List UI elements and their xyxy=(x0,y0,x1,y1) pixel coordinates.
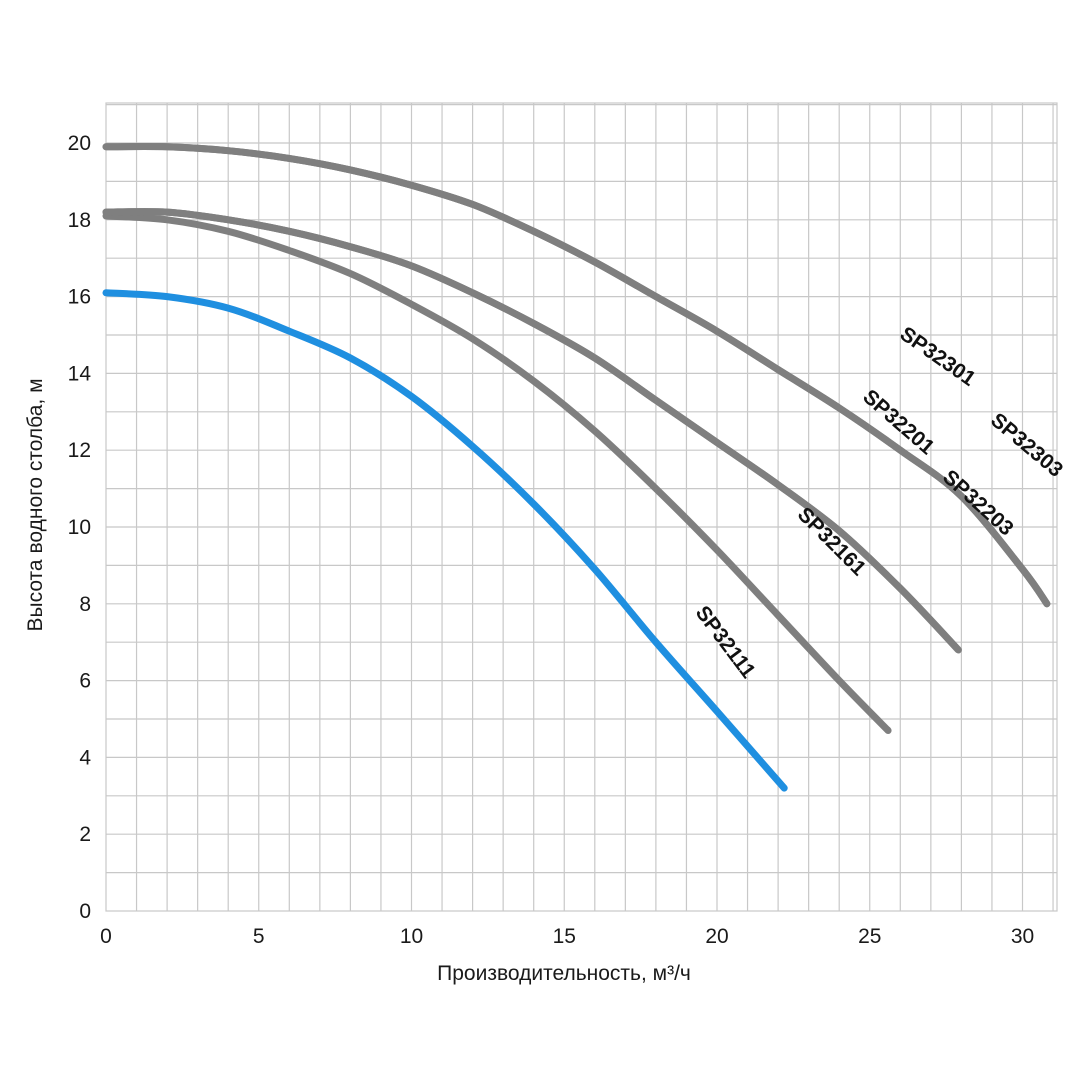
series-line-sp32161 xyxy=(102,212,892,734)
x-tick-label: 0 xyxy=(100,925,112,948)
y-tick-label: 20 xyxy=(68,132,91,155)
y-tick-label: 4 xyxy=(79,746,91,769)
series-line-sp32111 xyxy=(102,289,788,792)
y-tick-label: 18 xyxy=(68,209,91,232)
x-axis-ticks: 0 5 10 15 20 25 30 xyxy=(100,925,1034,948)
chart-grid xyxy=(106,103,1057,911)
y-tick-label: 16 xyxy=(68,286,91,309)
series-line-sp32203 xyxy=(102,208,962,654)
series-line-sp32303 xyxy=(102,143,1051,608)
series-label-sp32301: SP32301 xyxy=(896,322,980,391)
y-tick-label: 0 xyxy=(79,900,91,923)
x-axis-title: Производительность, м³/ч xyxy=(437,962,691,985)
x-tick-label: 20 xyxy=(705,925,728,948)
y-tick-label: 10 xyxy=(68,516,91,539)
series-label-sp32161: SP32161 xyxy=(793,503,871,581)
y-tick-label: 12 xyxy=(68,439,91,462)
x-tick-label: 15 xyxy=(553,925,576,948)
y-axis-ticks: 0 2 4 6 8 10 12 14 16 18 20 xyxy=(68,132,92,923)
series-curves xyxy=(102,143,1051,792)
y-tick-label: 8 xyxy=(79,593,91,616)
series-label-sp32303: SP32303 xyxy=(986,409,1067,482)
x-tick-label: 25 xyxy=(858,925,881,948)
y-axis-title: Высота водного столба, м xyxy=(24,378,47,631)
x-tick-label: 30 xyxy=(1011,925,1034,948)
y-tick-label: 2 xyxy=(79,823,91,846)
y-tick-label: 6 xyxy=(79,670,91,693)
plot-frame xyxy=(105,102,1058,912)
x-tick-label: 5 xyxy=(253,925,265,948)
y-tick-label: 14 xyxy=(68,362,92,385)
x-tick-label: 10 xyxy=(400,925,423,948)
series-line-sp32201 xyxy=(102,208,962,654)
series-line-sp32301 xyxy=(102,143,1051,608)
series-label-sp32203: SP32203 xyxy=(938,466,1018,541)
